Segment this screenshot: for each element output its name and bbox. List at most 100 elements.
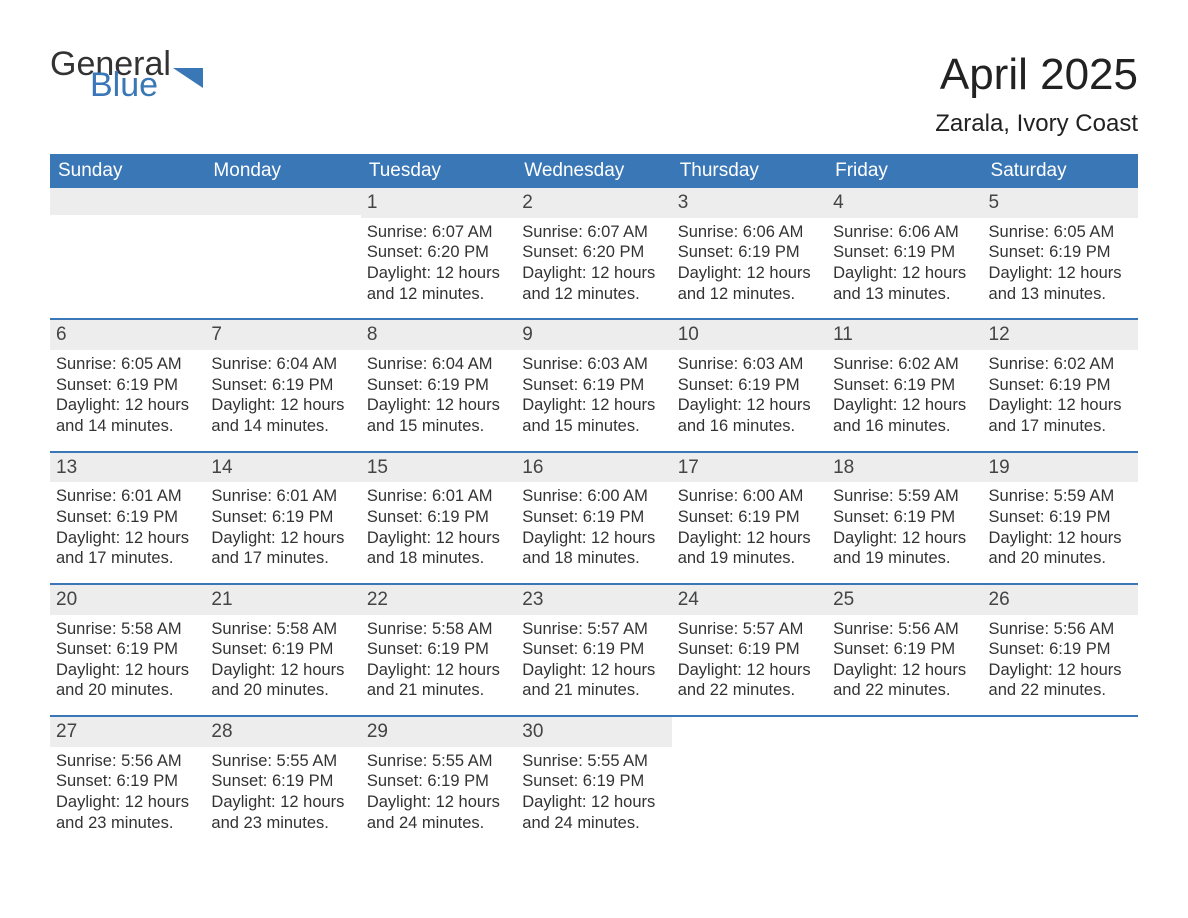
dow-saturday: Saturday	[983, 154, 1138, 188]
sunset-text: Sunset: 6:19 PM	[989, 375, 1132, 396]
day-number: 2	[516, 188, 671, 218]
sunset-text: Sunset: 6:19 PM	[522, 771, 665, 792]
daylight-text: Daylight: 12 hours and 18 minutes.	[522, 528, 665, 569]
day-number	[205, 188, 360, 215]
calendar-day	[50, 188, 205, 318]
day-body: Sunrise: 5:59 AMSunset: 6:19 PMDaylight:…	[983, 486, 1138, 569]
daylight-text: Daylight: 12 hours and 14 minutes.	[211, 395, 354, 436]
sunrise-text: Sunrise: 6:06 AM	[833, 222, 976, 243]
day-body: Sunrise: 5:55 AMSunset: 6:19 PMDaylight:…	[516, 751, 671, 834]
day-body: Sunrise: 6:02 AMSunset: 6:19 PMDaylight:…	[983, 354, 1138, 437]
sunset-text: Sunset: 6:19 PM	[522, 639, 665, 660]
day-number: 8	[361, 320, 516, 350]
day-number: 13	[50, 453, 205, 483]
calendar-day	[672, 717, 827, 847]
day-number	[827, 717, 982, 744]
calendar-day: 28 Sunrise: 5:55 AMSunset: 6:19 PMDayligh…	[205, 717, 360, 847]
calendar-day: 17Sunrise: 6:00 AMSunset: 6:19 PMDayligh…	[672, 453, 827, 583]
sunrise-text: Sunrise: 5:56 AM	[989, 619, 1132, 640]
sunset-text: Sunset: 6:19 PM	[211, 639, 354, 660]
day-body: Sunrise: 6:06 AMSunset: 6:19 PMDaylight:…	[827, 222, 982, 305]
sunrise-text: Sunrise: 6:03 AM	[522, 354, 665, 375]
day-number: 29	[361, 717, 516, 747]
day-number: 16	[516, 453, 671, 483]
sunrise-text: Sunrise: 6:06 AM	[678, 222, 821, 243]
calendar-day: 29Sunrise: 5:55 AMSunset: 6:19 PMDayligh…	[361, 717, 516, 847]
day-number: 28	[205, 717, 360, 747]
daylight-text: Daylight: 12 hours and 22 minutes.	[678, 660, 821, 701]
calendar: Sunday Monday Tuesday Wednesday Thursday…	[50, 154, 1138, 847]
calendar-day: 24Sunrise: 5:57 AMSunset: 6:19 PMDayligh…	[672, 585, 827, 715]
daylight-text: Daylight: 12 hours and 15 minutes.	[522, 395, 665, 436]
calendar-week: 20Sunrise: 5:58 AMSunset: 6:19 PMDayligh…	[50, 583, 1138, 715]
daylight-text: Daylight: 12 hours and 23 minutes.	[56, 792, 199, 833]
brand-logo-text: General Blue	[50, 50, 171, 100]
daylight-text: Daylight: 12 hours and 20 minutes.	[211, 660, 354, 701]
calendar-day: 13Sunrise: 6:01 AMSunset: 6:19 PMDayligh…	[50, 453, 205, 583]
calendar-week: 13Sunrise: 6:01 AMSunset: 6:19 PMDayligh…	[50, 451, 1138, 583]
sunset-text: Sunset: 6:19 PM	[833, 375, 976, 396]
calendar-day	[983, 717, 1138, 847]
daylight-text: Daylight: 12 hours and 24 minutes.	[367, 792, 510, 833]
day-number: 6	[50, 320, 205, 350]
day-number: 9	[516, 320, 671, 350]
daylight-text: Daylight: 12 hours and 21 minutes.	[522, 660, 665, 701]
brand-word2: Blue	[90, 71, 171, 100]
day-body: Sunrise: 5:59 AMSunset: 6:19 PMDaylight:…	[827, 486, 982, 569]
sunset-text: Sunset: 6:19 PM	[211, 507, 354, 528]
sunrise-text: Sunrise: 5:55 AM	[211, 751, 354, 772]
sunrise-text: Sunrise: 6:05 AM	[56, 354, 199, 375]
day-number: 30	[516, 717, 671, 747]
location-label: Zarala, Ivory Coast	[935, 110, 1138, 138]
sunset-text: Sunset: 6:19 PM	[522, 375, 665, 396]
sunset-text: Sunset: 6:19 PM	[367, 375, 510, 396]
sunset-text: Sunset: 6:20 PM	[522, 242, 665, 263]
brand-logo: General Blue	[50, 50, 207, 100]
calendar-day: 18Sunrise: 5:59 AMSunset: 6:19 PMDayligh…	[827, 453, 982, 583]
sunrise-text: Sunrise: 5:58 AM	[367, 619, 510, 640]
sunrise-text: Sunrise: 6:05 AM	[989, 222, 1132, 243]
calendar-day: 15Sunrise: 6:01 AMSunset: 6:19 PMDayligh…	[361, 453, 516, 583]
sunrise-text: Sunrise: 6:01 AM	[56, 486, 199, 507]
day-number: 26	[983, 585, 1138, 615]
day-body: Sunrise: 6:01 AMSunset: 6:19 PMDaylight:…	[50, 486, 205, 569]
day-number	[50, 188, 205, 215]
sunset-text: Sunset: 6:19 PM	[211, 771, 354, 792]
dow-monday: Monday	[205, 154, 360, 188]
calendar-day: 20Sunrise: 5:58 AMSunset: 6:19 PMDayligh…	[50, 585, 205, 715]
sunrise-text: Sunrise: 6:02 AM	[833, 354, 976, 375]
day-body: Sunrise: 5:56 AMSunset: 6:19 PMDaylight:…	[983, 619, 1138, 702]
daylight-text: Daylight: 12 hours and 21 minutes.	[367, 660, 510, 701]
sunrise-text: Sunrise: 5:59 AM	[833, 486, 976, 507]
sunset-text: Sunset: 6:19 PM	[522, 507, 665, 528]
day-body: Sunrise: 5:55 AMSunset: 6:19 PMDaylight:…	[205, 751, 360, 834]
day-number: 11	[827, 320, 982, 350]
sunrise-text: Sunrise: 5:57 AM	[522, 619, 665, 640]
day-body: Sunrise: 5:57 AMSunset: 6:19 PMDaylight:…	[672, 619, 827, 702]
calendar-day: 4Sunrise: 6:06 AMSunset: 6:19 PMDaylight…	[827, 188, 982, 318]
daylight-text: Daylight: 12 hours and 17 minutes.	[211, 528, 354, 569]
day-body: Sunrise: 6:04 AMSunset: 6:19 PMDaylight:…	[205, 354, 360, 437]
daylight-text: Daylight: 12 hours and 17 minutes.	[56, 528, 199, 569]
sunrise-text: Sunrise: 5:56 AM	[833, 619, 976, 640]
daylight-text: Daylight: 12 hours and 12 minutes.	[678, 263, 821, 304]
dow-wednesday: Wednesday	[516, 154, 671, 188]
day-number: 17	[672, 453, 827, 483]
calendar-day: 22Sunrise: 5:58 AMSunset: 6:19 PMDayligh…	[361, 585, 516, 715]
daylight-text: Daylight: 12 hours and 12 minutes.	[367, 263, 510, 304]
sunrise-text: Sunrise: 5:58 AM	[56, 619, 199, 640]
day-body: Sunrise: 6:07 AMSunset: 6:20 PMDaylight:…	[516, 222, 671, 305]
calendar-week: 1Sunrise: 6:07 AMSunset: 6:20 PMDaylight…	[50, 188, 1138, 318]
sunrise-text: Sunrise: 6:01 AM	[367, 486, 510, 507]
sunset-text: Sunset: 6:19 PM	[56, 375, 199, 396]
sunset-text: Sunset: 6:19 PM	[833, 639, 976, 660]
daylight-text: Daylight: 12 hours and 14 minutes.	[56, 395, 199, 436]
calendar-day: 23Sunrise: 5:57 AMSunset: 6:19 PMDayligh…	[516, 585, 671, 715]
sunset-text: Sunset: 6:19 PM	[833, 507, 976, 528]
dow-tuesday: Tuesday	[361, 154, 516, 188]
sunset-text: Sunset: 6:19 PM	[989, 639, 1132, 660]
sunset-text: Sunset: 6:19 PM	[989, 507, 1132, 528]
day-body: Sunrise: 5:56 AMSunset: 6:19 PMDaylight:…	[50, 751, 205, 834]
calendar-day: 3Sunrise: 6:06 AMSunset: 6:19 PMDaylight…	[672, 188, 827, 318]
day-number: 21	[205, 585, 360, 615]
